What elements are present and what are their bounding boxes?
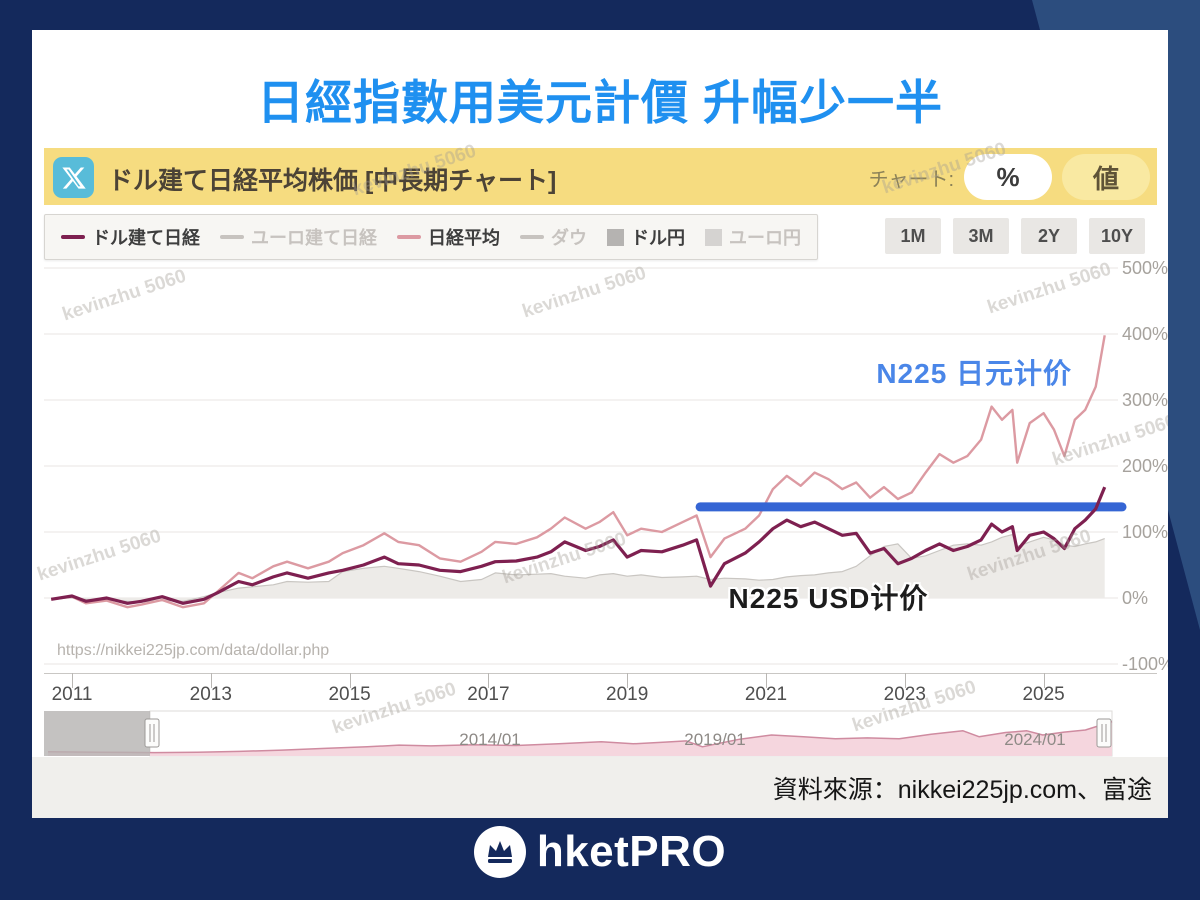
chart-url-watermark: https://nikkei225jp.com/data/dollar.php [57,642,330,659]
widget-title: ドル建て日経平均株価 [中長期チャート] [108,167,557,195]
range-button-2y[interactable]: 2Y [1021,218,1077,254]
hketpro-logo: hketPRO [0,826,1200,878]
navigator-unselected-region [44,711,150,756]
legend-item-3[interactable]: 日経平均 [397,224,500,250]
legend-swatch-icon [397,235,421,239]
legend-swatch-icon [220,235,244,239]
legend-item-1[interactable]: ドル建て日経 [61,224,200,250]
chart-toggle-group: % 値 [964,154,1150,200]
legend-box: ドル建て日経 ユーロ建て日経 日経平均 ダウ ドル円 ユーロ円 [44,214,818,260]
legend-item-label: 日経平均 [428,228,500,248]
navigator-line [47,720,1113,754]
range-button-10y[interactable]: 10Y [1089,218,1145,254]
navigator-date-label: 2019/01 [684,730,746,749]
navigator-date-label: 2014/01 [459,730,521,749]
range-navigator[interactable] [44,710,1116,758]
legend-item-label: ユーロ建て日経 [251,228,377,248]
x-axis-label: 2013 [189,684,232,705]
x-axis-tick [349,673,351,688]
legend-swatch-icon [61,235,85,239]
legend-item-4[interactable]: ダウ [520,224,587,250]
legend-item-label: ドル円 [631,228,685,248]
navigator-area [48,721,1112,756]
x-axis-tick [488,673,490,688]
range-button-3m[interactable]: 3M [953,218,1009,254]
crown-icon [473,826,526,878]
x-axis: 2011 2013 2015 2017 2019 2021 2023 2025 [32,673,1168,715]
y-axis-label: 100% [1122,522,1168,542]
y-axis-label: 400% [1122,324,1168,344]
legend-item-label: ユーロ円 [729,228,801,248]
legend-item-5[interactable]: ドル円 [607,224,685,250]
navigator-handle-left[interactable] [144,718,160,748]
series-nikkei-usd-line [50,486,1107,605]
range-buttons: 1M 3M 2Y 10Y [885,218,1145,254]
x-axis-label: 2023 [883,684,926,705]
legend-item-2[interactable]: ユーロ建て日経 [220,224,377,250]
chart-toggle-label: チャート: [868,168,954,191]
y-axis-label: 300% [1122,390,1168,410]
x-axis-tick [627,673,629,688]
legend-item-label: ドル建て日経 [92,228,200,248]
toggle-option-値[interactable]: 値 [1062,154,1150,200]
x-axis-tick [1043,673,1045,688]
chart-toggle-row: チャート: % 値 [869,152,1150,202]
source-attribution: 資料來源：nikkei225jp.com、富途 [32,757,1168,818]
brand-name: hketPRO [536,827,727,876]
annotation-1: N225 日元计价 [876,358,1073,390]
navigator-date-label: 2024/01 [1004,730,1066,749]
y-axis-label: 0% [1122,588,1149,608]
x-axis-label: 2021 [744,684,788,705]
x-axis-line [44,673,1157,674]
toggle-option-%[interactable]: % [964,154,1052,200]
page-title: 日經指數用美元計價 升幅少一半 [256,76,944,129]
x-axis-tick [72,673,73,688]
main-chart [44,267,1127,665]
y-axis-label: 200% [1122,456,1168,476]
x-axis-label: 2025 [1022,684,1065,705]
navigator-handle-right[interactable] [1096,718,1112,748]
legend-item-label: ダウ [551,228,587,248]
legend-swatch-icon [607,228,624,246]
legend-swatch-icon [520,235,544,239]
x-axis-label: 2015 [328,684,371,705]
x-axis-tick [210,673,212,688]
x-axis-label: 2011 [51,684,93,705]
x-axis-tick [904,673,906,688]
series-usdjpy-line [51,534,1105,603]
y-axis-label: 500% [1122,258,1168,278]
series-usdjpy-area [51,534,1105,602]
y-axis-label: -100% [1122,654,1168,674]
card: 日經指數用美元計價 升幅少一半 ドル建て日経平均株価 [中長期チャート] チャー… [32,30,1168,818]
legend-swatch-icon [705,228,722,246]
x-axis-tick [766,673,767,688]
x-logo-glyph [61,166,86,189]
annotation-2: N225 USD计价 [728,582,929,614]
x-twitter-icon[interactable] [53,157,94,198]
legend-item-6[interactable]: ユーロ円 [705,224,801,250]
x-axis-label: 2017 [467,684,510,705]
series-nikkei-jpy-line [51,335,1106,609]
x-axis-label: 2019 [606,684,649,705]
range-button-1m[interactable]: 1M [885,218,941,254]
